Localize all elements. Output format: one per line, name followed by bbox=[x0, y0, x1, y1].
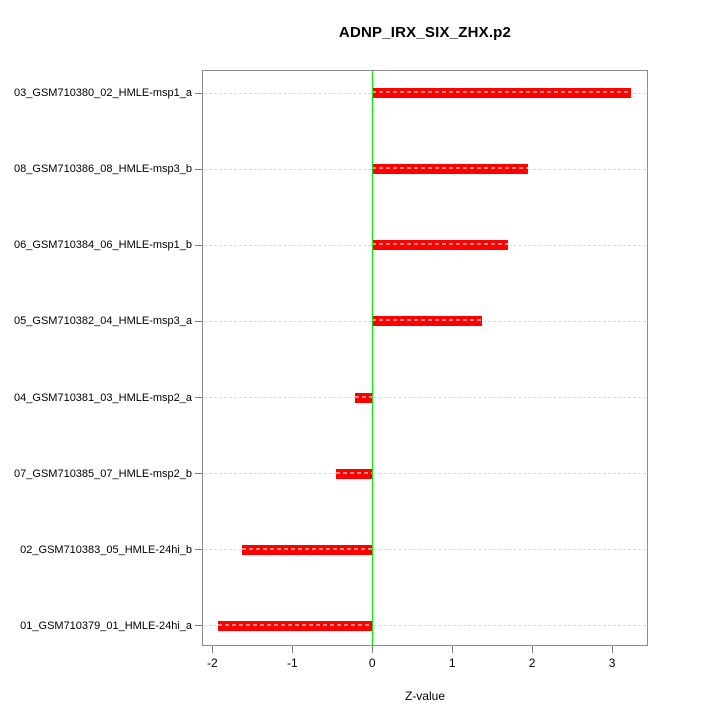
x-tick-label: 3 bbox=[608, 656, 616, 670]
value-bar bbox=[372, 88, 632, 98]
bar-dash-pattern bbox=[241, 547, 373, 550]
bar-dash-pattern bbox=[372, 319, 482, 322]
value-bar bbox=[241, 544, 373, 555]
value-bar bbox=[217, 620, 373, 631]
x-axis-tick bbox=[452, 646, 454, 653]
x-tick-label: 1 bbox=[448, 656, 456, 670]
category-label: 06_GSM710384_06_HMLE-msp1_b bbox=[14, 239, 192, 252]
x-tick-label: 2 bbox=[528, 656, 536, 670]
y-axis-tick bbox=[195, 244, 202, 246]
row-gridline bbox=[204, 397, 646, 399]
plot-area bbox=[202, 70, 648, 646]
category-label: 02_GSM710383_05_HMLE-24hi_b bbox=[20, 543, 192, 556]
bar-dash-pattern bbox=[336, 471, 373, 474]
y-axis-tick bbox=[195, 397, 202, 399]
row-gridline bbox=[204, 549, 646, 551]
chart-title: ADNP_IRX_SIX_ZHX.p2 bbox=[338, 24, 512, 41]
x-axis-tick bbox=[372, 646, 374, 653]
category-label: 05_GSM710382_04_HMLE-msp3_a bbox=[14, 315, 192, 328]
row-gridline bbox=[204, 625, 646, 627]
y-axis-tick bbox=[195, 473, 202, 475]
category-label: 01_GSM710379_01_HMLE-24hi_a bbox=[20, 619, 192, 632]
y-axis-tick bbox=[195, 168, 202, 170]
x-axis-tick bbox=[532, 646, 534, 653]
value-bar bbox=[336, 468, 373, 479]
category-label: 03_GSM710380_02_HMLE-msp1_a bbox=[14, 87, 192, 99]
x-axis-tick bbox=[292, 646, 294, 653]
x-tick-label: 0 bbox=[368, 656, 376, 670]
value-bar bbox=[372, 316, 482, 327]
bar-dash-pattern bbox=[372, 243, 509, 246]
y-axis-tick bbox=[195, 625, 202, 627]
value-bar bbox=[372, 240, 509, 251]
x-axis-tick bbox=[212, 646, 214, 653]
x-tick-label: -1 bbox=[286, 656, 298, 670]
value-bar bbox=[355, 392, 373, 403]
x-axis-title: Z-value bbox=[404, 689, 445, 703]
bar-dash-pattern bbox=[372, 167, 529, 170]
bar-dash-pattern bbox=[372, 91, 632, 93]
y-axis-tick bbox=[195, 92, 202, 94]
category-label: 04_GSM710381_03_HMLE-msp2_a bbox=[14, 391, 192, 404]
category-label: 07_GSM710385_07_HMLE-msp2_b bbox=[14, 467, 192, 480]
x-tick-label: -2 bbox=[207, 656, 218, 670]
value-bar bbox=[372, 164, 529, 175]
bar-dash-pattern bbox=[217, 623, 373, 626]
zero-reference-line bbox=[372, 71, 374, 645]
x-axis-tick bbox=[612, 646, 614, 653]
category-label: 08_GSM710386_08_HMLE-msp3_b bbox=[14, 163, 192, 176]
row-gridline bbox=[204, 473, 646, 475]
bar-dash-pattern bbox=[355, 395, 373, 398]
y-axis-tick bbox=[195, 549, 202, 551]
y-axis-tick bbox=[195, 320, 202, 322]
